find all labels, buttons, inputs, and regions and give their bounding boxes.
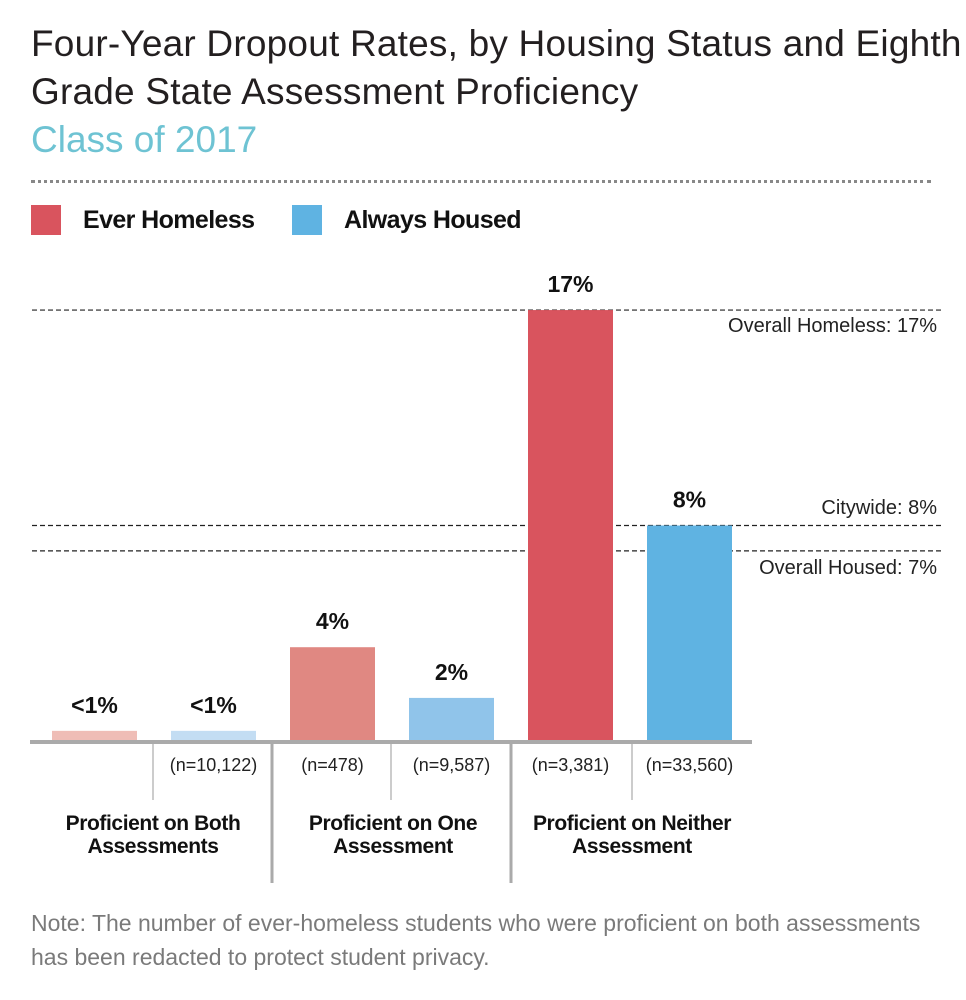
category-label: Proficient on Both bbox=[66, 812, 241, 835]
bar-always-housed bbox=[647, 525, 732, 741]
bar-ever-homeless bbox=[52, 730, 137, 741]
legend-label: Ever Homeless bbox=[83, 205, 255, 234]
category-label: Proficient on One bbox=[309, 812, 477, 835]
chart-title: Four-Year Dropout Rates, by Housing Stat… bbox=[31, 23, 962, 112]
legend-label: Always Housed bbox=[344, 205, 522, 234]
dotted-divider bbox=[31, 180, 931, 183]
sample-size-label: (n=478) bbox=[301, 755, 364, 775]
legend-swatch-housed bbox=[292, 205, 322, 235]
bar-always-housed bbox=[171, 730, 256, 741]
chart-note: Note: The number of ever-homeless studen… bbox=[31, 910, 921, 970]
data-label: 8% bbox=[673, 487, 706, 513]
reference-line-label: Overall Housed: 7% bbox=[759, 557, 937, 579]
chart-subtitle: Class of 2017 bbox=[31, 119, 258, 160]
category-label: Assessment bbox=[333, 835, 453, 858]
sample-size-label: (n=33,560) bbox=[646, 755, 734, 775]
category-label: Proficient on Neither bbox=[533, 812, 731, 835]
legend-swatch-homeless bbox=[31, 205, 61, 235]
legend-item-ever-homeless: Ever Homeless bbox=[31, 205, 255, 235]
legend-item-always-housed: Always Housed bbox=[292, 205, 522, 235]
bar-ever-homeless bbox=[528, 310, 613, 741]
sample-size-label: (n=10,122) bbox=[170, 755, 258, 775]
sample-size-label: (n=3,381) bbox=[532, 755, 610, 775]
data-label: 17% bbox=[547, 271, 593, 297]
data-label: 2% bbox=[435, 659, 468, 685]
sample-size-label: (n=9,587) bbox=[413, 755, 491, 775]
reference-line-label: Overall Homeless: 17% bbox=[728, 315, 937, 337]
reference-line-label: Citywide: 8% bbox=[821, 497, 937, 519]
x-axis bbox=[30, 740, 752, 744]
data-label: <1% bbox=[190, 692, 237, 718]
bar-ever-homeless bbox=[290, 647, 375, 741]
data-label: <1% bbox=[71, 692, 118, 718]
bar-always-housed bbox=[409, 697, 494, 741]
category-label: Assessment bbox=[572, 835, 692, 858]
category-label: Assessments bbox=[87, 835, 218, 858]
data-label: 4% bbox=[316, 608, 349, 634]
